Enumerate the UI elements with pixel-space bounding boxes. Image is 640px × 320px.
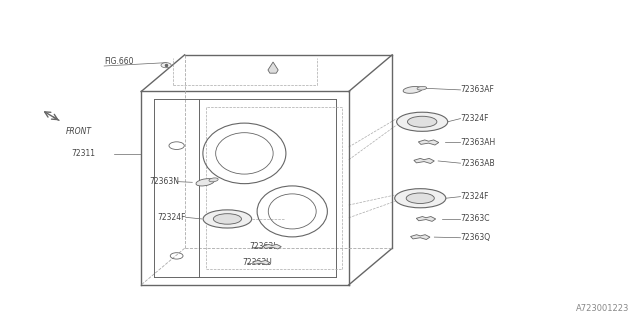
Ellipse shape	[408, 116, 437, 127]
Text: 72311: 72311	[71, 149, 95, 158]
Text: 72363AF: 72363AF	[461, 85, 494, 94]
Text: FIG.660: FIG.660	[104, 57, 134, 66]
Ellipse shape	[397, 112, 448, 131]
Ellipse shape	[213, 214, 241, 224]
Ellipse shape	[417, 86, 427, 90]
Ellipse shape	[403, 86, 422, 93]
Polygon shape	[419, 140, 439, 145]
Ellipse shape	[406, 193, 435, 204]
Text: 72363N: 72363N	[150, 177, 179, 186]
Text: A723001223: A723001223	[577, 304, 630, 313]
Text: 72324F: 72324F	[461, 192, 489, 201]
Ellipse shape	[209, 178, 218, 182]
Polygon shape	[410, 235, 430, 240]
Text: 72363U: 72363U	[242, 258, 272, 267]
Circle shape	[161, 63, 172, 68]
Text: 72363Q: 72363Q	[461, 233, 491, 242]
Polygon shape	[268, 62, 278, 73]
Polygon shape	[263, 244, 282, 249]
Text: 72324F: 72324F	[157, 213, 186, 222]
Polygon shape	[414, 158, 435, 164]
Ellipse shape	[395, 189, 446, 208]
Polygon shape	[253, 260, 270, 265]
Ellipse shape	[196, 179, 214, 186]
Text: 72324F: 72324F	[461, 114, 489, 123]
Ellipse shape	[203, 210, 252, 228]
Text: 72363C: 72363C	[461, 214, 490, 223]
Text: 72363I: 72363I	[250, 242, 276, 251]
Text: 72363AH: 72363AH	[461, 138, 496, 147]
Text: FRONT: FRONT	[66, 127, 92, 136]
Polygon shape	[416, 217, 436, 221]
Text: 72363AB: 72363AB	[461, 159, 495, 168]
